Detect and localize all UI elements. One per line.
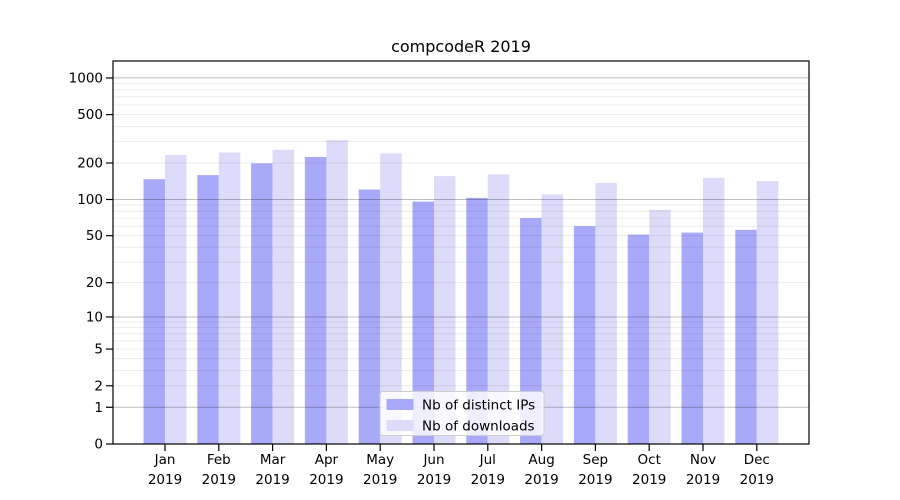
y-tick-label: 10 — [86, 309, 103, 325]
bar-downloads-sep — [595, 182, 617, 444]
bar-distinct-ips-oct — [627, 234, 650, 444]
x-axis: Jan 2019 Feb 2019 Mar 2019 Apr 2019 May 2019 Jun 20… — [148, 444, 774, 488]
x-tick-label-month: Sep — [583, 452, 608, 468]
bar-downloads-dec — [756, 181, 779, 444]
bar-distinct-ips-aug — [520, 218, 542, 444]
legend-swatch-downloads — [386, 420, 414, 431]
x-tick-label-month: Dec — [744, 452, 770, 468]
bar-downloads-may — [380, 153, 402, 444]
x-tick-label-month: Nov — [690, 452, 716, 468]
x-tick-label-year: 2019 — [632, 472, 666, 488]
x-tick-label-month: Jan — [154, 452, 176, 468]
x-tick-label-year: 2019 — [417, 472, 451, 488]
y-tick-label: 2 — [94, 378, 103, 394]
bar-downloads-jan — [165, 155, 187, 444]
x-tick-label-month: Feb — [207, 452, 231, 468]
bar-downloads-feb — [218, 152, 241, 444]
y-tick-label: 0 — [94, 437, 103, 453]
y-tick-label: 100 — [77, 192, 103, 208]
x-tick-label-year: 2019 — [524, 472, 558, 488]
y-tick-label: 1 — [94, 400, 103, 416]
x-tick-label-year: 2019 — [255, 472, 289, 488]
x-tick-label-month: Jun — [422, 452, 444, 468]
legend-frame — [379, 391, 545, 436]
x-tick-label-year: 2019 — [363, 472, 397, 488]
bar-downloads-oct — [649, 209, 671, 444]
x-tick-label-year: 2019 — [148, 472, 182, 488]
y-tick-label: 1000 — [69, 70, 103, 86]
bar-distinct-ips-mar — [251, 163, 273, 445]
bar-downloads-nov — [703, 177, 725, 445]
gridlines-layer — [113, 77, 809, 408]
x-tick-label-year: 2019 — [309, 472, 343, 488]
bar-distinct-ips-feb — [197, 175, 219, 444]
bar-distinct-ips-jan — [143, 179, 165, 444]
chart-title: compcodeR 2019 — [391, 37, 531, 56]
bar-downloads-jul — [487, 174, 510, 444]
y-tick-label: 200 — [77, 156, 103, 172]
y-tick-label: 5 — [94, 342, 103, 358]
bar-distinct-ips-apr — [304, 157, 327, 444]
x-tick-label-year: 2019 — [740, 472, 774, 488]
y-tick-label: 20 — [86, 275, 103, 291]
x-tick-label-month: Mar — [260, 452, 286, 468]
x-tick-label-month: May — [366, 452, 394, 468]
x-tick-label-year: 2019 — [471, 472, 505, 488]
legend-label: Nb of downloads — [422, 419, 535, 435]
bar-downloads-apr — [326, 140, 348, 444]
bars-layer — [143, 140, 779, 445]
x-tick-label-year: 2019 — [686, 472, 720, 488]
bar-distinct-ips-sep — [573, 226, 596, 444]
x-tick-label-month: Oct — [638, 452, 661, 468]
legend-label: Nb of distinct IPs — [422, 398, 535, 414]
x-tick-label-month: Aug — [528, 452, 554, 468]
bar-distinct-ips-jun — [412, 201, 434, 444]
x-tick-label-year: 2019 — [202, 472, 236, 488]
bar-distinct-ips-jul — [466, 197, 488, 444]
bar-distinct-ips-nov — [681, 232, 703, 444]
bar-downloads-jun — [434, 176, 456, 444]
legend: Nb of distinct IPs Nb of downloads — [379, 391, 545, 436]
x-tick-label-month: Apr — [315, 452, 339, 468]
y-tick-label: 500 — [77, 107, 103, 123]
x-tick-label-year: 2019 — [578, 472, 612, 488]
y-axis: 0 1 2 5 10 20 50 100 200 500 1000 — [69, 70, 113, 453]
bar-distinct-ips-dec — [735, 229, 757, 444]
bar-downloads-aug — [541, 194, 564, 444]
bar-distinct-ips-may — [358, 189, 381, 444]
bar-downloads-mar — [272, 149, 295, 445]
y-tick-label: 50 — [86, 228, 103, 244]
x-tick-label-month: Jul — [479, 452, 496, 468]
plot-border — [112, 60, 810, 445]
legend-swatch-distinct-ips — [386, 399, 414, 410]
